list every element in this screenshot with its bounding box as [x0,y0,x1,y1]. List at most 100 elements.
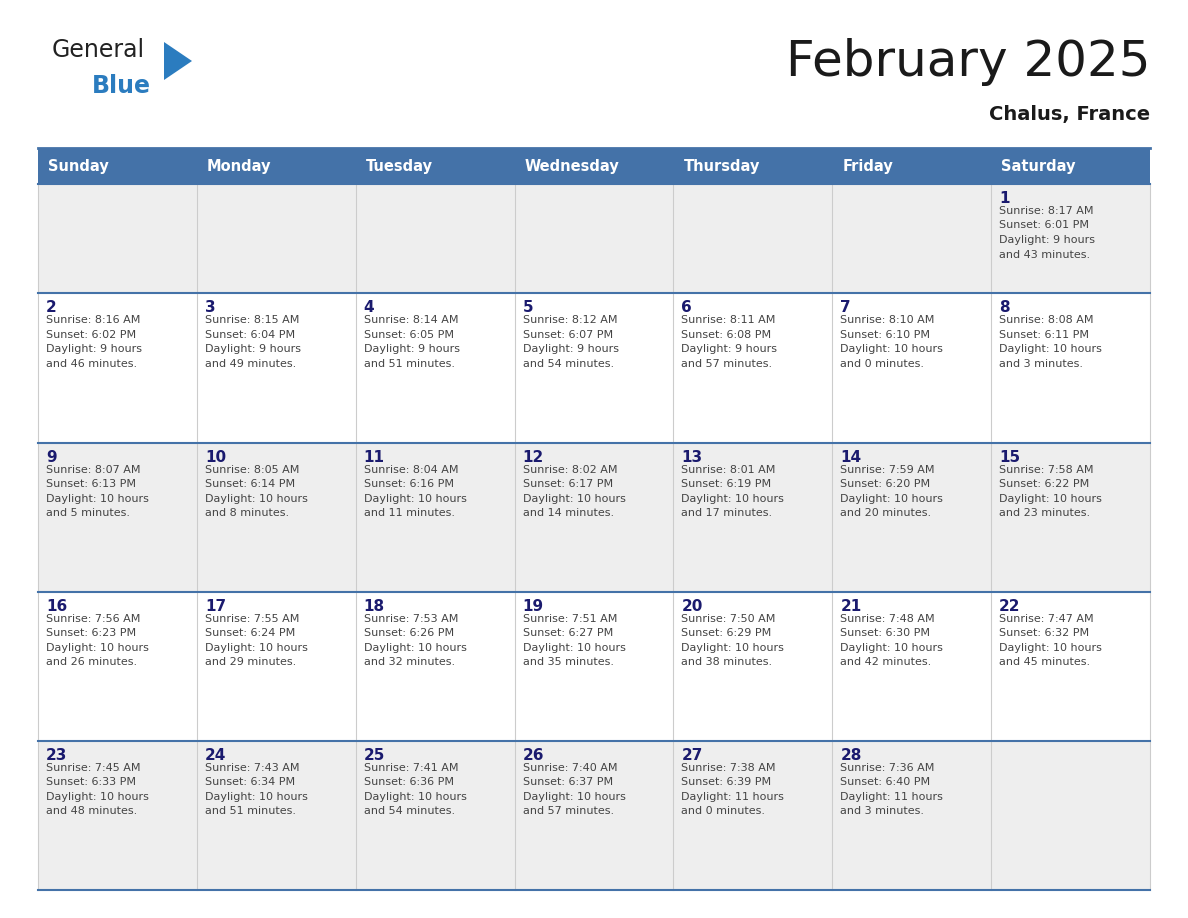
Text: 15: 15 [999,450,1020,465]
Bar [38,741,1150,890]
Text: Sunrise: 8:04 AM: Sunrise: 8:04 AM [364,465,459,475]
Text: Sunrise: 7:51 AM: Sunrise: 7:51 AM [523,614,617,623]
Text: Monday: Monday [207,159,271,174]
Text: February 2025: February 2025 [785,38,1150,86]
Text: Sunset: 6:23 PM: Sunset: 6:23 PM [46,628,137,638]
Text: Sunset: 6:36 PM: Sunset: 6:36 PM [364,778,454,788]
Text: Saturday: Saturday [1001,159,1075,174]
Text: Sunset: 6:22 PM: Sunset: 6:22 PM [999,479,1089,489]
Text: and 51 minutes.: and 51 minutes. [204,806,296,816]
Text: 1: 1 [999,191,1010,206]
Text: Daylight: 10 hours: Daylight: 10 hours [204,494,308,504]
Text: and 17 minutes.: and 17 minutes. [682,508,772,518]
Text: and 48 minutes.: and 48 minutes. [46,806,138,816]
Bar [38,184,1150,294]
Text: Sunrise: 7:47 AM: Sunrise: 7:47 AM [999,614,1094,623]
Polygon shape [164,42,192,80]
Text: Sunset: 6:34 PM: Sunset: 6:34 PM [204,778,295,788]
Text: Daylight: 10 hours: Daylight: 10 hours [364,643,467,653]
Text: Daylight: 10 hours: Daylight: 10 hours [364,494,467,504]
Bar [38,148,1150,184]
Text: Daylight: 10 hours: Daylight: 10 hours [523,792,625,801]
Text: Daylight: 9 hours: Daylight: 9 hours [46,344,143,354]
Text: Sunrise: 8:15 AM: Sunrise: 8:15 AM [204,316,299,325]
Text: Sunset: 6:08 PM: Sunset: 6:08 PM [682,330,771,340]
Text: 11: 11 [364,450,385,465]
Text: Sunset: 6:10 PM: Sunset: 6:10 PM [840,330,930,340]
Text: Sunset: 6:33 PM: Sunset: 6:33 PM [46,778,135,788]
Text: 8: 8 [999,300,1010,316]
Text: Daylight: 10 hours: Daylight: 10 hours [682,643,784,653]
Text: Sunset: 6:01 PM: Sunset: 6:01 PM [999,220,1089,230]
Text: Sunrise: 8:17 AM: Sunrise: 8:17 AM [999,206,1094,216]
Bar [38,442,1150,592]
Text: and 3 minutes.: and 3 minutes. [999,359,1083,369]
Text: and 57 minutes.: and 57 minutes. [682,359,772,369]
Text: Sunrise: 8:14 AM: Sunrise: 8:14 AM [364,316,459,325]
Text: Sunrise: 8:05 AM: Sunrise: 8:05 AM [204,465,299,475]
Text: Sunrise: 7:36 AM: Sunrise: 7:36 AM [840,763,935,773]
Text: Sunset: 6:32 PM: Sunset: 6:32 PM [999,628,1089,638]
Text: Sunset: 6:04 PM: Sunset: 6:04 PM [204,330,295,340]
Text: Daylight: 10 hours: Daylight: 10 hours [204,643,308,653]
Text: 27: 27 [682,748,703,763]
Text: Sunrise: 7:53 AM: Sunrise: 7:53 AM [364,614,459,623]
Text: Sunset: 6:17 PM: Sunset: 6:17 PM [523,479,613,489]
Text: 25: 25 [364,748,385,763]
Text: Sunset: 6:40 PM: Sunset: 6:40 PM [840,778,930,788]
Text: Sunrise: 7:41 AM: Sunrise: 7:41 AM [364,763,459,773]
Text: 24: 24 [204,748,226,763]
Text: and 54 minutes.: and 54 minutes. [523,359,614,369]
Text: and 42 minutes.: and 42 minutes. [840,657,931,667]
Text: Tuesday: Tuesday [366,159,432,174]
Text: Daylight: 10 hours: Daylight: 10 hours [204,792,308,801]
Text: and 0 minutes.: and 0 minutes. [682,806,765,816]
Text: Sunset: 6:24 PM: Sunset: 6:24 PM [204,628,295,638]
Text: and 14 minutes.: and 14 minutes. [523,508,614,518]
Text: Daylight: 10 hours: Daylight: 10 hours [523,643,625,653]
Text: Sunrise: 8:07 AM: Sunrise: 8:07 AM [46,465,140,475]
Text: 3: 3 [204,300,215,316]
Text: and 32 minutes.: and 32 minutes. [364,657,455,667]
Text: and 8 minutes.: and 8 minutes. [204,508,289,518]
Text: Sunset: 6:13 PM: Sunset: 6:13 PM [46,479,135,489]
Text: Wednesday: Wednesday [525,159,619,174]
Text: Friday: Friday [842,159,893,174]
Text: 9: 9 [46,450,57,465]
Bar [38,592,1150,741]
Text: and 35 minutes.: and 35 minutes. [523,657,613,667]
Text: Sunrise: 8:10 AM: Sunrise: 8:10 AM [840,316,935,325]
Text: Daylight: 10 hours: Daylight: 10 hours [840,494,943,504]
Text: and 3 minutes.: and 3 minutes. [840,806,924,816]
Text: and 20 minutes.: and 20 minutes. [840,508,931,518]
Text: Sunset: 6:30 PM: Sunset: 6:30 PM [840,628,930,638]
Text: 10: 10 [204,450,226,465]
Text: Sunset: 6:11 PM: Sunset: 6:11 PM [999,330,1089,340]
Text: 5: 5 [523,300,533,316]
Text: Sunset: 6:37 PM: Sunset: 6:37 PM [523,778,613,788]
Text: Daylight: 10 hours: Daylight: 10 hours [999,494,1102,504]
Text: and 26 minutes.: and 26 minutes. [46,657,137,667]
Text: Sunset: 6:05 PM: Sunset: 6:05 PM [364,330,454,340]
Text: Sunset: 6:19 PM: Sunset: 6:19 PM [682,479,771,489]
Text: Daylight: 9 hours: Daylight: 9 hours [204,344,301,354]
Text: Sunset: 6:02 PM: Sunset: 6:02 PM [46,330,137,340]
Text: 22: 22 [999,599,1020,614]
Text: Sunrise: 7:45 AM: Sunrise: 7:45 AM [46,763,140,773]
Text: 16: 16 [46,599,68,614]
Text: Daylight: 10 hours: Daylight: 10 hours [840,344,943,354]
Text: Sunrise: 8:12 AM: Sunrise: 8:12 AM [523,316,617,325]
Text: Sunrise: 7:55 AM: Sunrise: 7:55 AM [204,614,299,623]
Text: Sunday: Sunday [48,159,109,174]
Text: Sunrise: 7:38 AM: Sunrise: 7:38 AM [682,763,776,773]
Text: and 54 minutes.: and 54 minutes. [364,806,455,816]
Text: 7: 7 [840,300,851,316]
Text: Sunrise: 8:11 AM: Sunrise: 8:11 AM [682,316,776,325]
Text: Sunrise: 8:08 AM: Sunrise: 8:08 AM [999,316,1094,325]
Text: Sunset: 6:26 PM: Sunset: 6:26 PM [364,628,454,638]
Text: Sunrise: 8:16 AM: Sunrise: 8:16 AM [46,316,140,325]
Text: 20: 20 [682,599,703,614]
Text: 2: 2 [46,300,57,316]
Text: 12: 12 [523,450,544,465]
Text: and 29 minutes.: and 29 minutes. [204,657,296,667]
